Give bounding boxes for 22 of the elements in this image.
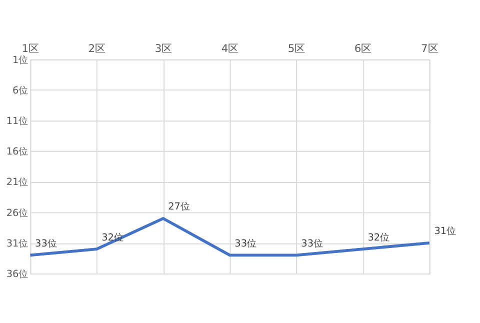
x-tick-label: 5区 [288,42,306,56]
x-tick-label: 3区 [154,42,173,56]
y-tick-label: 21位 [6,176,29,188]
x-tick-label: 1区 [22,42,40,56]
y-tick-label: 16位 [6,146,29,158]
data-label: 32位 [368,231,390,244]
y-tick-label: 36位 [6,268,29,280]
x-tick-label: 7区 [420,42,439,56]
y-tick-label: 1位 [12,54,29,66]
line-series [28,217,431,257]
data-label: 27位 [168,200,190,213]
data-label: 31位 [434,225,457,238]
x-tick-label: 2区 [88,42,106,56]
data-label: 33位 [301,237,324,250]
y-tick-label: 26位 [6,206,29,219]
data-label: 33位 [234,237,258,250]
y-tick-label: 11位 [6,114,29,127]
y-tick-label: 6位 [12,84,29,96]
data-label: 33位 [35,237,58,250]
x-tick-label: 4区 [221,42,240,56]
y-tick-label: 31位 [6,237,29,250]
x-tick-label: 6区 [354,42,372,56]
